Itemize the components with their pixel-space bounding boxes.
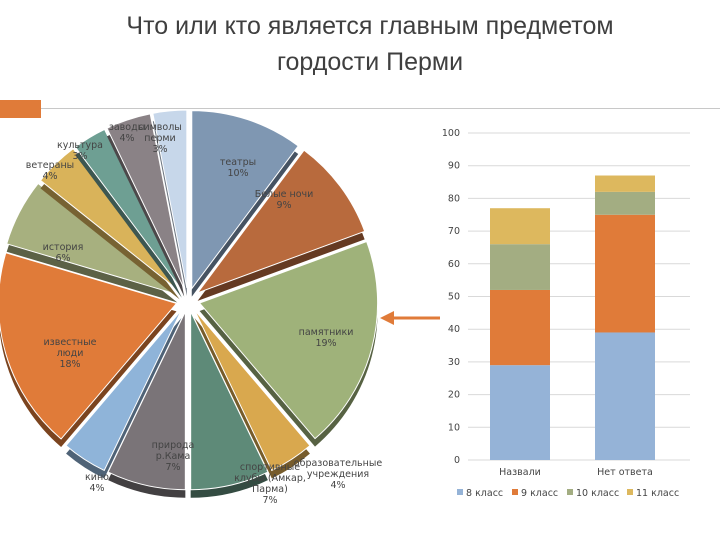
pie-label-line: 7% [262, 495, 277, 506]
pie-label-line: перми [144, 133, 175, 144]
pie-label-line: 4% [89, 483, 104, 494]
pie-label-line: учреждения [307, 469, 369, 480]
y-tick-label: 100 [442, 128, 460, 139]
y-tick-label: 70 [448, 226, 460, 237]
pie-label-line: 18% [59, 359, 80, 370]
page-title: Что или кто является главным предметом г… [0, 8, 720, 80]
legend-label: 11 класс [636, 488, 679, 499]
y-tick-label: 0 [454, 455, 460, 466]
y-tick-label: 50 [448, 292, 460, 303]
pie-slice [6, 182, 178, 295]
pie-slice-label: кино 4% [85, 472, 109, 494]
bar-segment [490, 208, 550, 245]
bar-segment [595, 191, 655, 215]
bar-segment [490, 244, 550, 290]
pie-label-line: кино [85, 472, 109, 483]
title-line-2: гордости Перми [276, 48, 464, 76]
pie-slice [0, 252, 178, 440]
pie-label-line: клубы (Амкар, [234, 473, 306, 484]
pie-label-line: ветераны [26, 160, 74, 171]
pie-label-line: 3% [152, 144, 167, 155]
bar-segment [490, 365, 550, 460]
y-tick-label: 10 [448, 422, 460, 433]
legend-label: 10 класс [576, 488, 619, 499]
pie-slice [39, 148, 181, 292]
pie-slice [107, 311, 186, 491]
bar-segment [595, 214, 655, 333]
pie-label-line: 10% [227, 168, 248, 179]
pie-label-line: культура [57, 140, 103, 151]
pie-slice [152, 109, 188, 289]
legend-label: 8 класс [466, 488, 503, 499]
pie-label-line: заводы [109, 122, 145, 133]
legend-swatch [627, 489, 633, 495]
bar-segment [595, 175, 655, 192]
pie-label-line: люди [57, 348, 84, 359]
pie-label-line: природа [152, 440, 195, 451]
pie-slice-label: история 6% [43, 242, 84, 264]
pie-label-line: театры [220, 157, 256, 168]
pie-label-line: образовательные [294, 458, 383, 469]
pie-slice [190, 311, 269, 491]
pie-label-line: 4% [330, 480, 345, 491]
pie-slice-label: образовательные учреждения 4% [294, 458, 383, 491]
stacked-bar-chart: 0 10 20 30 40 50 60 70 80 90 100 Назвали Нет ответа 8… [442, 128, 690, 499]
pie-slice-label: символы перми 3% [138, 122, 182, 155]
title-divider [41, 108, 720, 109]
legend-swatch [457, 489, 463, 495]
pie-label-line: памятники [299, 327, 354, 338]
arrow-pointer [380, 311, 440, 325]
y-tick-label: 90 [448, 161, 460, 172]
pie-label-line: 3% [72, 151, 87, 162]
y-tick-label: 60 [448, 259, 460, 270]
pie-label-line: Белые ночи [255, 189, 314, 200]
pie-label-line: 9% [276, 200, 291, 211]
pie-slice [65, 309, 182, 472]
pie-slice-label: театры 10% [220, 157, 256, 179]
pie-slice-label: природа р.Кама 7% [152, 440, 195, 473]
x-tick-label: Назвали [499, 467, 541, 478]
pie-slice [106, 113, 185, 289]
legend-swatch [512, 489, 518, 495]
arrow-head-icon [380, 311, 394, 325]
pie-chart: театры 10% Белые ночи 9% памятники 19% образов… [0, 109, 383, 506]
pie-slice-label: Белые ночи 9% [255, 189, 314, 211]
pie-slice-label: известные люди 18% [44, 337, 97, 370]
y-tick-label: 20 [448, 390, 460, 401]
title-accent-block [0, 100, 41, 118]
pie-label-line: символы [138, 122, 182, 133]
pie-slice [194, 309, 311, 472]
pie-label-line: Парма) [252, 484, 288, 495]
pie-slice [74, 128, 183, 291]
y-tick-label: 40 [448, 324, 460, 335]
pie-slice-label: спортивные клубы (Амкар, Парма) 7% [234, 462, 306, 506]
pie-label-line: известные [44, 337, 97, 348]
y-tick-label: 80 [448, 193, 460, 204]
pie-label-line: 4% [42, 171, 57, 182]
pie-slice [196, 149, 366, 294]
pie-slice [198, 240, 379, 440]
bar-segment [490, 289, 550, 366]
pie-label-line: 6% [55, 253, 70, 264]
pie-label-line: история [43, 242, 84, 253]
pie-slice [191, 110, 299, 291]
pie-slice-label: культура 3% [57, 140, 103, 162]
pie-slice-label: памятники 19% [299, 327, 354, 349]
pie-label-line: спортивные [240, 462, 300, 473]
bar-segment [595, 332, 655, 460]
legend-swatch [567, 489, 573, 495]
pie-slice-label: ветераны 4% [26, 160, 74, 182]
x-tick-label: Нет ответа [597, 467, 653, 478]
legend-label: 9 класс [521, 488, 558, 499]
pie-label-line: 19% [315, 338, 336, 349]
title-line-1: Что или кто является главным предметом [126, 12, 614, 40]
y-tick-label: 30 [448, 357, 460, 368]
pie-label-line: 4% [119, 133, 134, 144]
pie-slice-label: заводы 4% [109, 122, 145, 144]
pie-label-line: 7% [165, 462, 180, 473]
pie-label-line: р.Кама [156, 451, 191, 462]
